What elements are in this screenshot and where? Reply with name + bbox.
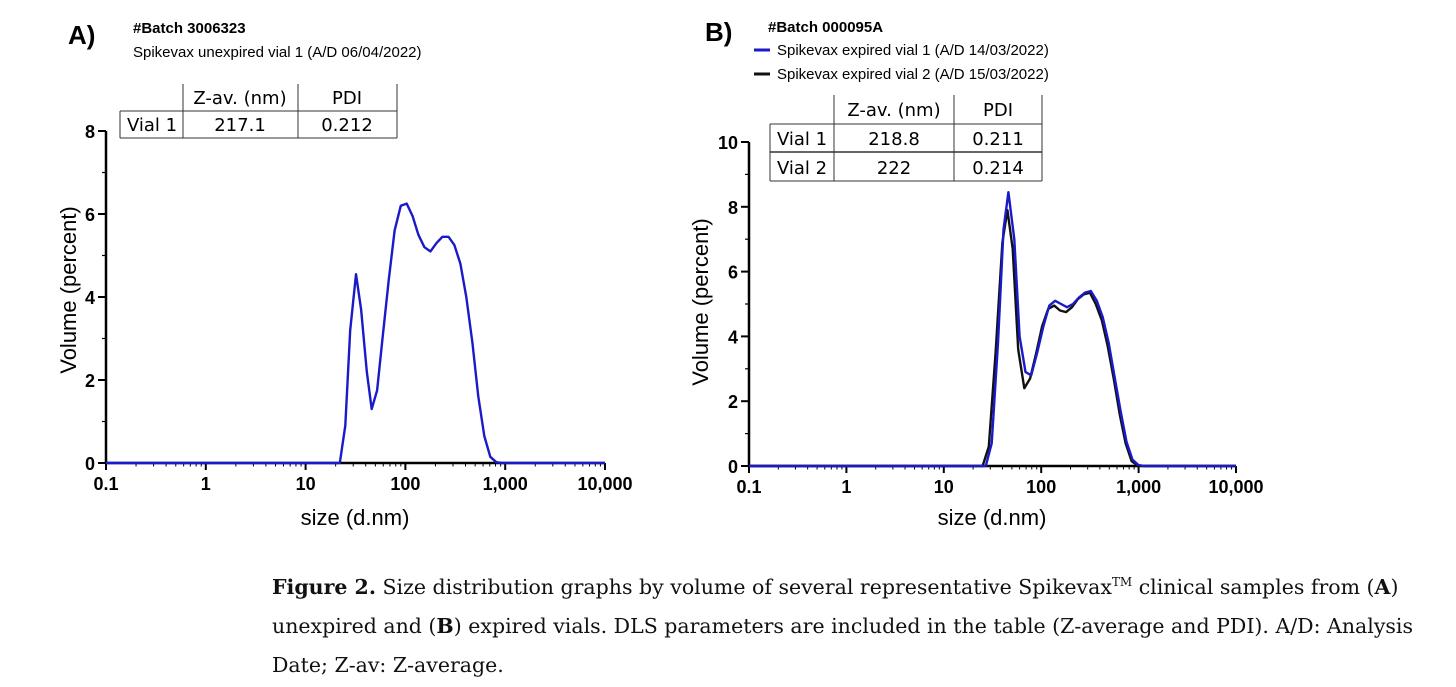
panel-b-letter: B) (705, 17, 732, 47)
table-a-cell-pdi: 0.212 (321, 115, 373, 136)
chart-a-series-0-line (106, 202, 605, 465)
chart-b-x-tick-label: 1,000 (1116, 477, 1161, 497)
chart-a-x-tick-label: 10 (296, 474, 316, 494)
panel-b-legend-vial1: Spikevax expired vial 1 (A/D 14/03/2022) (777, 42, 1049, 59)
table-a-row-label: Vial 1 (127, 115, 177, 136)
chart-b-y-tick-label: 0 (728, 457, 738, 477)
chart-a-ylabel: Volume (percent) (56, 206, 81, 374)
panel-b: B) #Batch 000095A Spikevax expired vial … (688, 17, 1264, 530)
table-a-header-pdi: PDI (332, 88, 362, 109)
panel-b-legend-vial2: Spikevax expired vial 2 (A/D 15/03/2022) (777, 66, 1049, 83)
chart-b: 0.1 1 10 100 1,000 10,000 0 2 4 6 8 10 (718, 133, 1264, 497)
chart-b-x-tick-label: 10,000 (1208, 477, 1263, 497)
chart-a: 0.1 1 10 100 1,000 10,000 0 2 4 6 8 (85, 122, 633, 494)
chart-a-y-tick-label: 8 (85, 122, 95, 142)
chart-b-y-tick-label: 4 (728, 327, 738, 347)
chart-b-x-tick-label: 0.1 (736, 477, 761, 497)
chart-b-xlabel: size (d.nm) (938, 505, 1047, 530)
chart-b-y-tick-label: 8 (728, 198, 738, 218)
chart-b-ylabel: Volume (percent) (688, 218, 713, 386)
table-b-header-pdi: PDI (983, 100, 1013, 121)
table-b-row1-zav: 218.8 (868, 129, 920, 150)
chart-a-x-tick-label: 100 (390, 474, 420, 494)
table-b-row1-pdi: 0.211 (972, 129, 1024, 150)
caption-label: Figure 2. (272, 574, 376, 599)
panel-a-legend-label: Spikevax unexpired vial 1 (A/D 06/04/202… (133, 44, 422, 61)
figure-caption: Figure 2. Size distribution graphs by vo… (272, 563, 1447, 685)
panel-a-table: Z-av. (nm) PDI Vial 1 217.1 0.212 (119, 84, 398, 139)
table-a-header-zav: Z-av. (nm) (193, 88, 286, 109)
caption-text-3: ) unexpired and ( (272, 574, 1399, 638)
chart-b-y-tick-label: 2 (728, 392, 738, 412)
chart-a-x-tick-label: 0.1 (93, 474, 118, 494)
table-b-row2-label: Vial 2 (777, 158, 827, 179)
caption-panel-a: A (1374, 574, 1391, 599)
chart-a-y-tick-label: 0 (85, 454, 95, 474)
table-b-row2-zav: 222 (877, 158, 911, 179)
caption-tm: TM (1111, 575, 1133, 589)
table-b-row1-label: Vial 1 (777, 129, 827, 150)
chart-b-series-1-line (749, 190, 1236, 468)
panel-b-batch: #Batch 000095A (768, 19, 883, 36)
panel-b-table: Z-av. (nm) PDI Vial 1 218.8 0.211 Vial 2… (769, 95, 1043, 182)
caption-panel-b: B (436, 613, 454, 638)
table-a-cell-zav: 217.1 (214, 115, 266, 136)
panel-a-batch: #Batch 3006323 (133, 20, 246, 37)
chart-a-y-tick-label: 2 (85, 371, 95, 391)
chart-a-x-tick-label: 1,000 (483, 474, 528, 494)
caption-text-1: Size distribution graphs by volume of se… (375, 574, 1112, 599)
table-b-row2-pdi: 0.214 (972, 158, 1024, 179)
caption-text-4: ) expired vials. DLS parameters are incl… (272, 613, 1413, 677)
panel-a: A) #Batch 3006323 Spikevax unexpired via… (56, 20, 633, 530)
chart-b-x-tick-label: 1 (841, 477, 851, 497)
chart-b-y-tick-label: 6 (728, 263, 738, 283)
chart-b-series-0-line (749, 208, 1236, 468)
caption-text-2: clinical samples from ( (1132, 574, 1375, 599)
table-b-header-zav: Z-av. (nm) (847, 100, 940, 121)
chart-a-x-tick-label: 1 (201, 474, 211, 494)
panel-a-letter: A) (68, 20, 95, 50)
chart-a-y-tick-label: 6 (85, 205, 95, 225)
chart-a-y-tick-label: 4 (85, 288, 95, 308)
chart-a-x-tick-label: 10,000 (577, 474, 632, 494)
chart-a-xlabel: size (d.nm) (301, 505, 410, 530)
chart-b-x-tick-label: 10 (934, 477, 954, 497)
chart-b-y-tick-label: 10 (718, 133, 738, 153)
chart-b-x-tick-label: 100 (1026, 477, 1056, 497)
